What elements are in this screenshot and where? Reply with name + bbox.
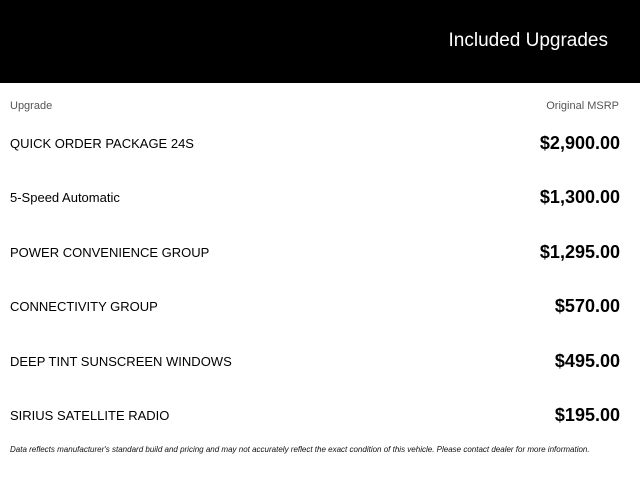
- upgrade-name: 5-Speed Automatic: [10, 190, 120, 206]
- page-title: Included Upgrades: [448, 30, 609, 51]
- upgrade-name: QUICK ORDER PACKAGE 24S: [10, 135, 194, 151]
- column-header-upgrade: Upgrade: [10, 100, 53, 112]
- upgrade-name: POWER CONVENIENCE GROUP: [10, 244, 210, 260]
- upgrade-price: $2,900.00: [539, 132, 620, 153]
- header-bar: Included Upgrades: [0, 0, 640, 83]
- upgrade-price: $195.00: [554, 405, 620, 426]
- table-row: CONNECTIVITY GROUP $570.00: [0, 280, 640, 335]
- table-row: DEEP TINT SUNSCREEN WINDOWS $495.00: [0, 334, 640, 389]
- upgrade-price: $495.00: [554, 350, 620, 371]
- upgrades-table: QUICK ORDER PACKAGE 24S $2,900.00 5-Speed…: [0, 116, 640, 443]
- upgrade-name: SIRIUS SATELLITE RADIO: [10, 408, 170, 424]
- disclaimer-text: Data reflects manufacturer's standard bu…: [10, 445, 590, 454]
- upgrade-price: $570.00: [554, 296, 620, 317]
- column-header-msrp: Original MSRP: [546, 100, 619, 112]
- table-row: 5-Speed Automatic $1,300.00: [0, 171, 640, 226]
- table-header: Upgrade Original MSRP: [0, 100, 640, 112]
- table-row: POWER CONVENIENCE GROUP $1,295.00: [0, 225, 640, 280]
- upgrade-name: CONNECTIVITY GROUP: [10, 299, 158, 315]
- table-row: QUICK ORDER PACKAGE 24S $2,900.00: [0, 116, 640, 171]
- table-row: SIRIUS SATELLITE RADIO $195.00: [0, 389, 640, 444]
- upgrade-price: $1,295.00: [539, 241, 620, 262]
- upgrade-price: $1,300.00: [539, 187, 620, 208]
- upgrade-name: DEEP TINT SUNSCREEN WINDOWS: [10, 353, 232, 369]
